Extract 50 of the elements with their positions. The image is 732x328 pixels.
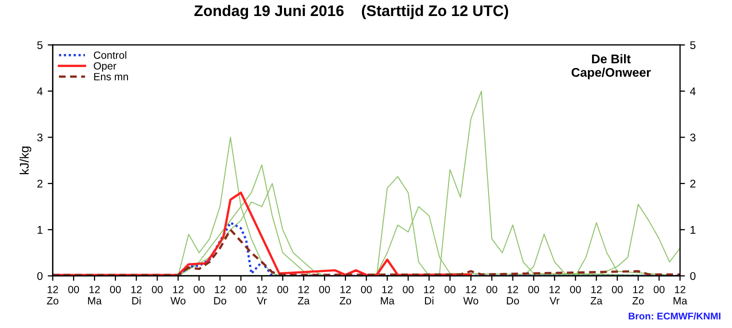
y-tick-label: 2	[37, 180, 42, 188]
x-tick-label: 00	[110, 286, 121, 294]
annotation: De Bilt Cape/Onweer	[572, 54, 651, 80]
legend-label: Oper	[94, 62, 116, 72]
x-tick-label: 00	[402, 286, 414, 294]
x-tick-label: 12 Zo	[632, 286, 644, 304]
x-tick-label: 00	[236, 286, 246, 294]
x-tick-label: 12 Ma	[88, 286, 102, 304]
x-tick-label: 12 Vr	[550, 286, 560, 304]
x-tick-label: 00	[360, 286, 372, 294]
y-axis-title: kJ/kg	[20, 146, 32, 174]
x-tick-label: 12 Za	[298, 286, 310, 304]
x-tick-label: 00	[528, 286, 540, 294]
x-tick-label: 00	[612, 286, 623, 294]
x-tick-label: 12 Di	[424, 286, 434, 304]
x-tick-label: 00	[68, 286, 79, 294]
x-tick-label: 12 Wo	[170, 286, 186, 304]
y2-tick-label: 2	[690, 180, 696, 188]
x-tick-label: 12 Di	[131, 286, 142, 304]
x-tick-label: 12 Ma	[380, 286, 395, 304]
x-tick-label: 00	[486, 286, 498, 294]
x-tick-label: 12 Vr	[256, 286, 268, 304]
y2-tick-label: 0	[690, 272, 696, 280]
x-tick-label: 12 Za	[590, 286, 602, 304]
x-tick-label: 12 Ma	[674, 286, 688, 304]
y-tick-label: 4	[37, 88, 43, 96]
y2-tick-label: 1	[690, 226, 696, 234]
x-tick-label: 12 Do	[214, 286, 226, 304]
x-tick-label: 12 Zo	[340, 286, 352, 304]
text: Bron: ECMWF/KNMI	[628, 312, 720, 320]
x-tick-label: 00	[194, 286, 204, 294]
x-tick-label: 00	[152, 286, 163, 294]
chart-title: Zondag 19 Juni 2016 (Starttijd Zo 12 UTC)	[194, 4, 508, 20]
x-tick-label: 12 Do	[506, 286, 519, 304]
legend-label: Ens mn	[94, 73, 128, 80]
y-tick-label: 1	[38, 226, 42, 234]
x-tick-label: 12 Zo	[46, 286, 58, 304]
y-tick-label: 3	[37, 134, 42, 142]
x-tick-label: 00	[319, 286, 330, 294]
y2-tick-label: 3	[690, 134, 696, 142]
x-tick-label: 12 Wo	[463, 286, 478, 304]
y2-tick-label: 5	[690, 41, 696, 50]
y2-tick-label: 4	[690, 88, 696, 96]
x-tick-label: 00	[654, 286, 665, 294]
x-tick-label: 00	[570, 286, 581, 294]
y-tick-label: 0	[37, 272, 43, 280]
x-tick-label: 00	[444, 286, 456, 294]
x-tick-label: 00	[277, 286, 288, 294]
y-tick-label: 5	[37, 41, 43, 50]
legend-label: Control	[94, 51, 126, 59]
